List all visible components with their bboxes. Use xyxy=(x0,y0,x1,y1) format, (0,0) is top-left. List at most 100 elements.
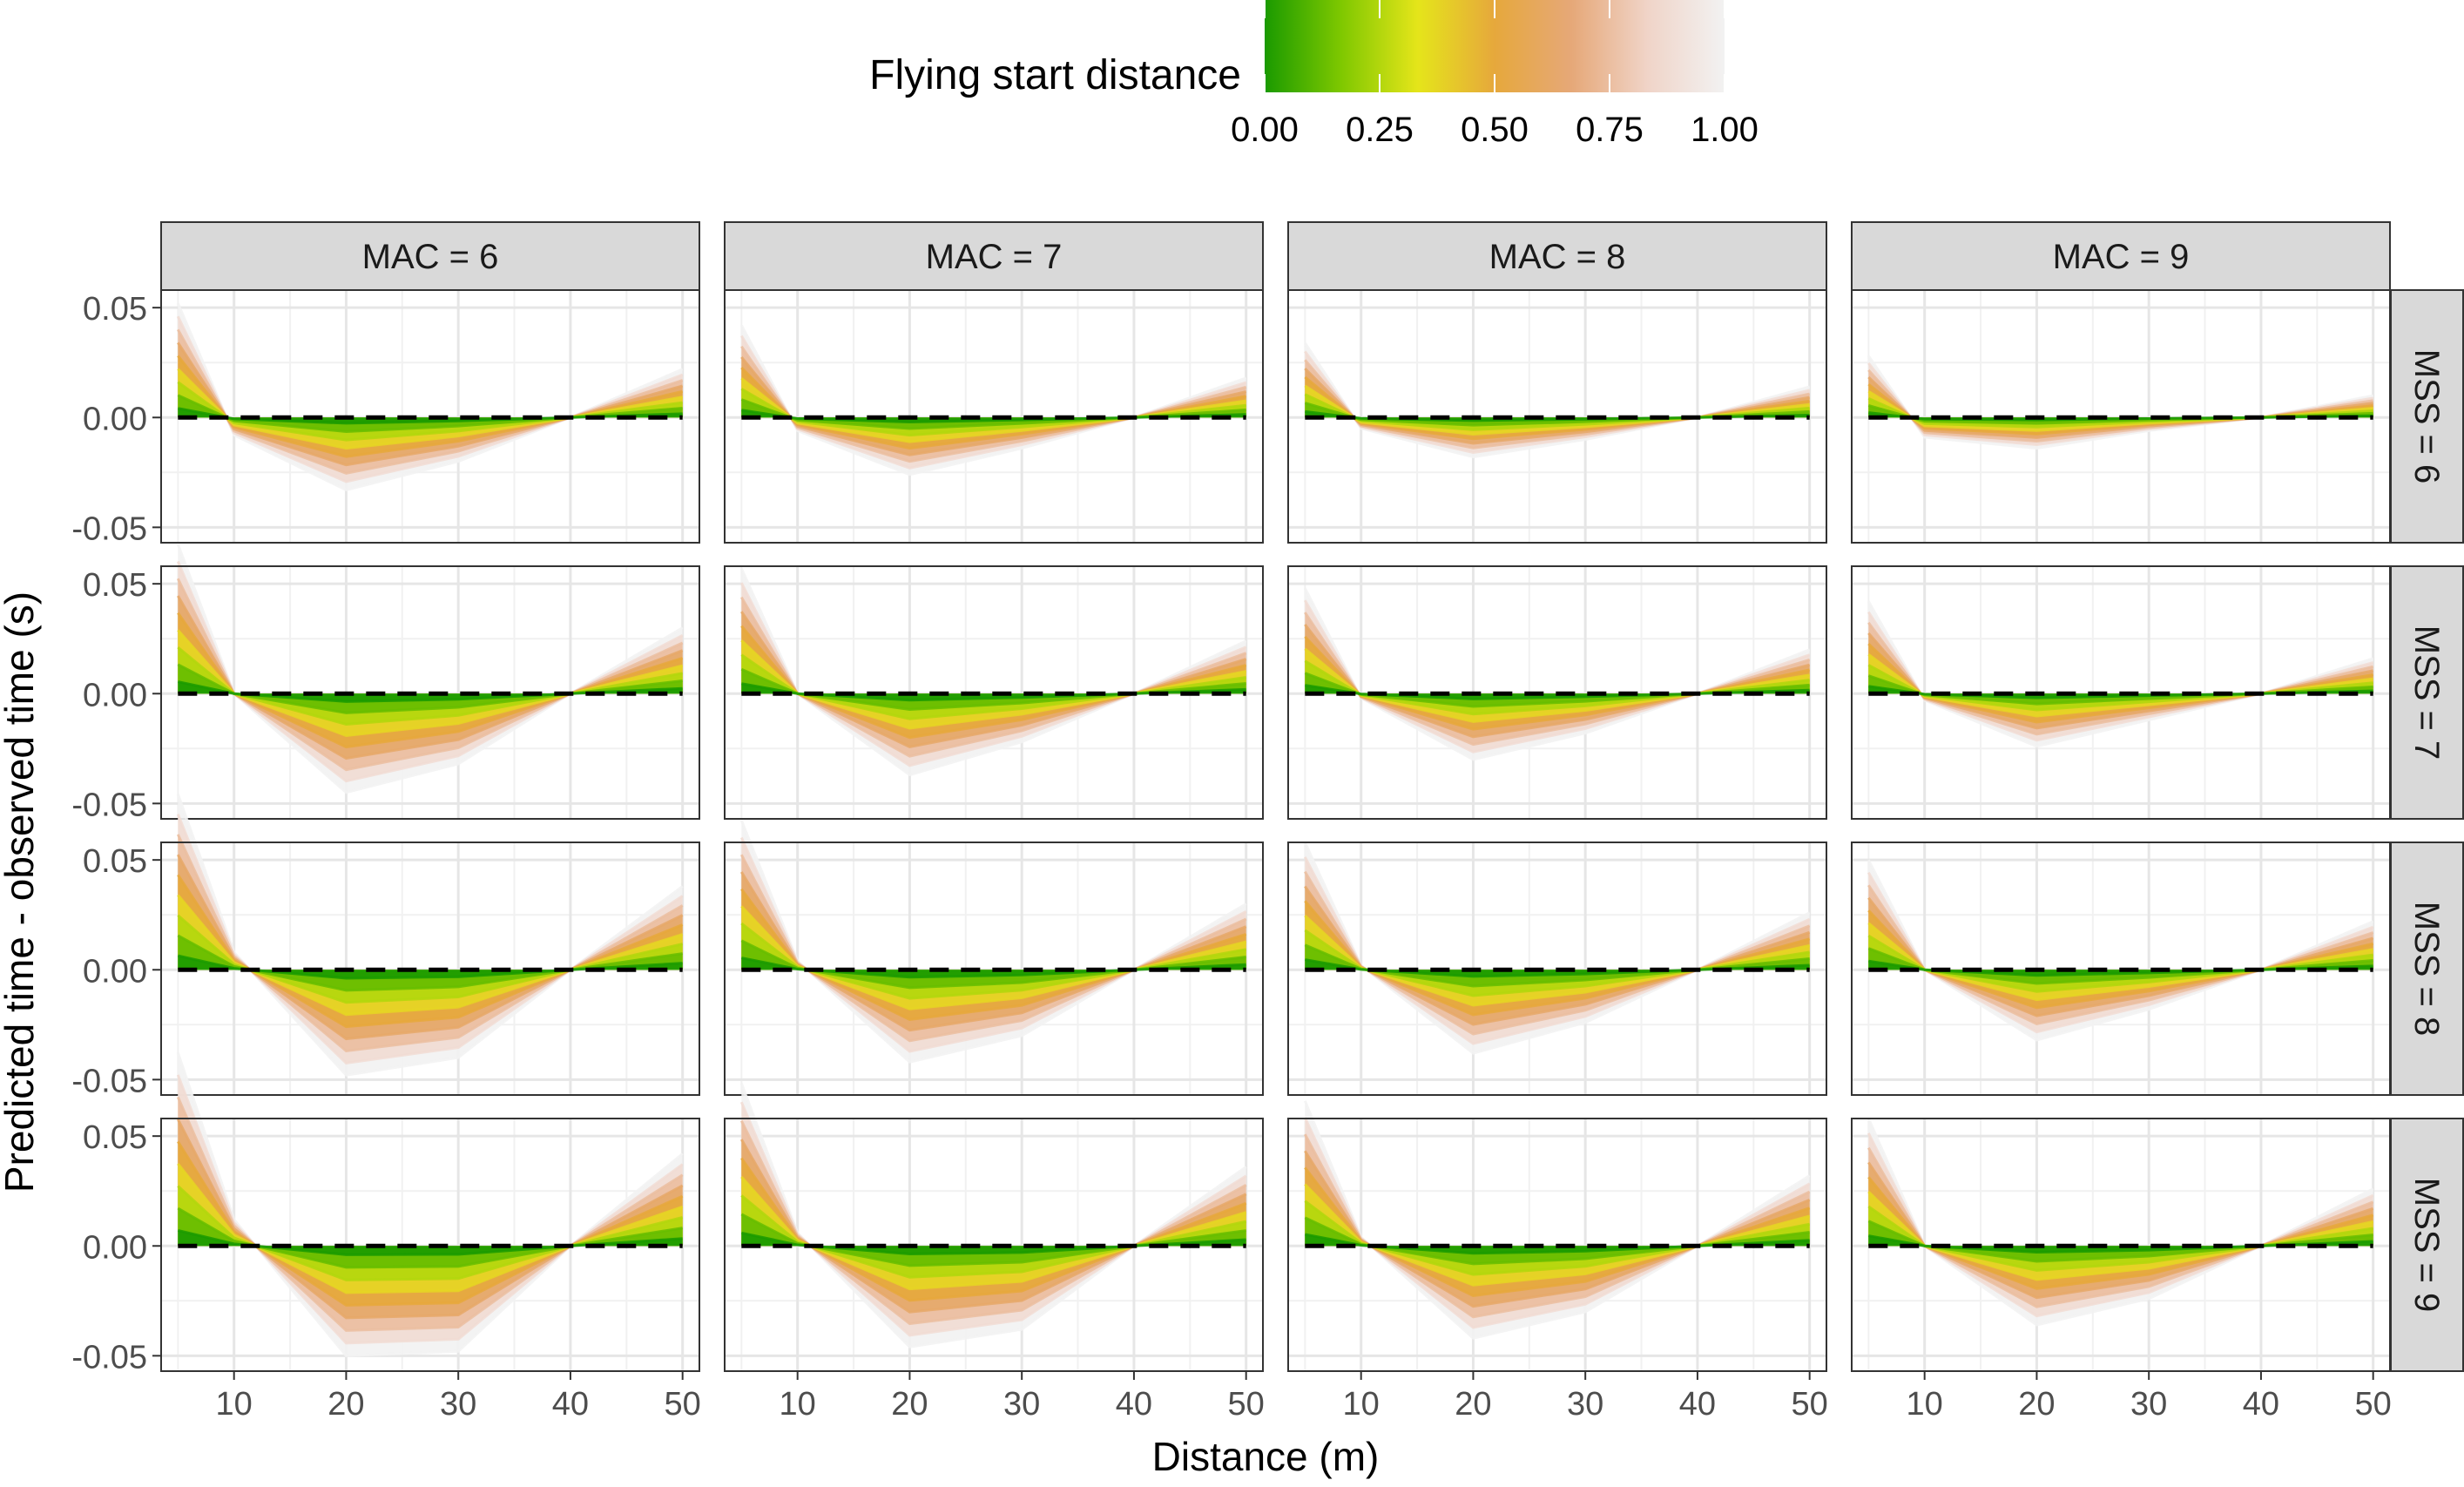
series-line xyxy=(176,794,684,1077)
series-band xyxy=(1868,1220,2373,1261)
legend-tick-label: 0.75 xyxy=(1576,111,1644,149)
x-axis-title: Distance (m) xyxy=(1152,1434,1380,1479)
series-line xyxy=(177,1185,684,1281)
panel-border xyxy=(160,565,700,820)
facet-panel xyxy=(160,1051,700,1372)
series-line xyxy=(739,1119,1247,1326)
y-axis-title: Predicted time - observed time (s) xyxy=(0,591,42,1193)
x-tick-label: 30 xyxy=(440,1386,476,1423)
series-band xyxy=(741,1233,1246,1254)
y-tick-label: 0.00 xyxy=(83,401,147,437)
y-tick-label: 0.00 xyxy=(83,677,147,713)
x-tick-label: 50 xyxy=(665,1386,701,1423)
series-band xyxy=(178,935,683,990)
series-band xyxy=(741,683,1246,700)
legend-tick-label: 0.25 xyxy=(1346,111,1414,149)
series-line xyxy=(740,1213,1246,1267)
series-band xyxy=(1305,959,1810,977)
facet-strip-col: MAC = 8 xyxy=(1287,221,1827,291)
facet-strip-col-bg xyxy=(724,221,1264,291)
facet-panels xyxy=(160,289,2391,1372)
x-tick-label: 50 xyxy=(1228,1386,1265,1423)
series-line xyxy=(740,1194,1247,1279)
x-tick-label: 30 xyxy=(1567,1386,1603,1423)
facet-strip-col-bg xyxy=(160,221,700,291)
facet-panel xyxy=(1851,565,2391,820)
facet-strip-col-label: MAC = 9 xyxy=(2053,238,2190,276)
series-line xyxy=(1304,1200,1810,1276)
facet-strip-col-label: MAC = 6 xyxy=(362,238,499,276)
legend: Flying start distance 0.00 0.25 0.50 0.75 1.… xyxy=(869,0,1759,149)
y-tick-label: 0.05 xyxy=(83,1119,147,1156)
facet-panel xyxy=(1287,289,1827,544)
series-line xyxy=(740,1157,1247,1302)
x-tick-label: 40 xyxy=(1116,1386,1152,1423)
series-line xyxy=(176,1096,684,1332)
facet-panel xyxy=(160,289,700,544)
legend-tick-label: 0.50 xyxy=(1461,111,1529,149)
series-line xyxy=(739,1101,1247,1337)
series-line xyxy=(1304,1183,1811,1287)
series-band xyxy=(741,669,1246,710)
series-band xyxy=(1868,1235,2373,1253)
y-tick-label: 0.05 xyxy=(83,567,147,604)
y-tick-label: -0.05 xyxy=(71,510,147,547)
series-band xyxy=(741,1213,1246,1266)
series-line xyxy=(177,1140,684,1307)
axes: -0.05 0.00 0.05 -0.05 0.00 0.05 -0.05 0.00 0.05 -… xyxy=(71,291,2391,1423)
facet-strip-col: MAC = 6 xyxy=(160,221,700,291)
series-line xyxy=(740,1139,1247,1314)
facet-panel xyxy=(724,820,1264,1096)
series-band xyxy=(178,956,683,978)
facet-strip-row-label: MSS = 6 xyxy=(2407,349,2446,484)
facet-panel xyxy=(1287,842,1827,1096)
facet-panel xyxy=(724,289,1264,544)
panel-border xyxy=(724,1118,1264,1372)
y-tick-label: 0.00 xyxy=(83,1229,147,1266)
facet-panel xyxy=(160,794,700,1096)
legend-ticks: 0.00 0.25 0.50 0.75 1.00 xyxy=(1231,0,1759,149)
series-line xyxy=(177,894,684,1017)
facet-panel xyxy=(724,1083,1264,1372)
y-tick-label: -0.05 xyxy=(71,787,147,823)
series-line xyxy=(176,834,684,1053)
series-line xyxy=(176,1119,684,1320)
facet-strip-row: MSS = 6 xyxy=(2390,289,2464,544)
series-line xyxy=(177,1163,684,1294)
series-band xyxy=(178,664,683,713)
panel-border xyxy=(160,842,700,1096)
series-line xyxy=(177,1206,683,1269)
series-line xyxy=(1304,1216,1810,1266)
series-band xyxy=(178,681,683,702)
facet-panel xyxy=(1287,1100,1827,1372)
x-tick-label: 40 xyxy=(2243,1386,2279,1423)
series-band xyxy=(741,940,1246,988)
y-tick-label: -0.05 xyxy=(71,1339,147,1375)
x-tick-label: 20 xyxy=(2018,1386,2055,1423)
x-tick-label: 30 xyxy=(1003,1386,1040,1423)
facet-strip-col-bg xyxy=(1851,221,2391,291)
facet-strip-col-bg xyxy=(1287,221,1827,291)
x-tick-label: 30 xyxy=(2130,1386,2167,1423)
legend-title: Flying start distance xyxy=(869,52,1241,98)
x-tick-label: 10 xyxy=(1907,1386,1943,1423)
facet-panel xyxy=(1851,1118,2391,1372)
x-tick-label: 40 xyxy=(552,1386,589,1423)
facet-panel xyxy=(1287,565,1827,820)
facet-strip-row: MSS = 8 xyxy=(2390,842,2464,1096)
facet-strip-row-bg xyxy=(2390,842,2464,1096)
facet-panel xyxy=(724,565,1264,820)
series-line xyxy=(176,854,684,1041)
x-tick-label: 10 xyxy=(1343,1386,1380,1423)
panel-border xyxy=(724,565,1264,820)
x-tick-label: 20 xyxy=(891,1386,928,1423)
facet-strip-row-bg xyxy=(2390,1118,2464,1372)
facet-strips: MAC = 6 MAC = 7 MAC = 8 MAC = 9 MSS = 6 MSS =… xyxy=(160,221,2464,1372)
facet-strip-col: MAC = 9 xyxy=(1851,221,2391,291)
x-tick-label: 50 xyxy=(1792,1386,1828,1423)
facet-strip-col-label: MAC = 8 xyxy=(1489,238,1626,276)
y-tick-label: 0.00 xyxy=(83,953,147,990)
panel-border xyxy=(1287,565,1827,820)
